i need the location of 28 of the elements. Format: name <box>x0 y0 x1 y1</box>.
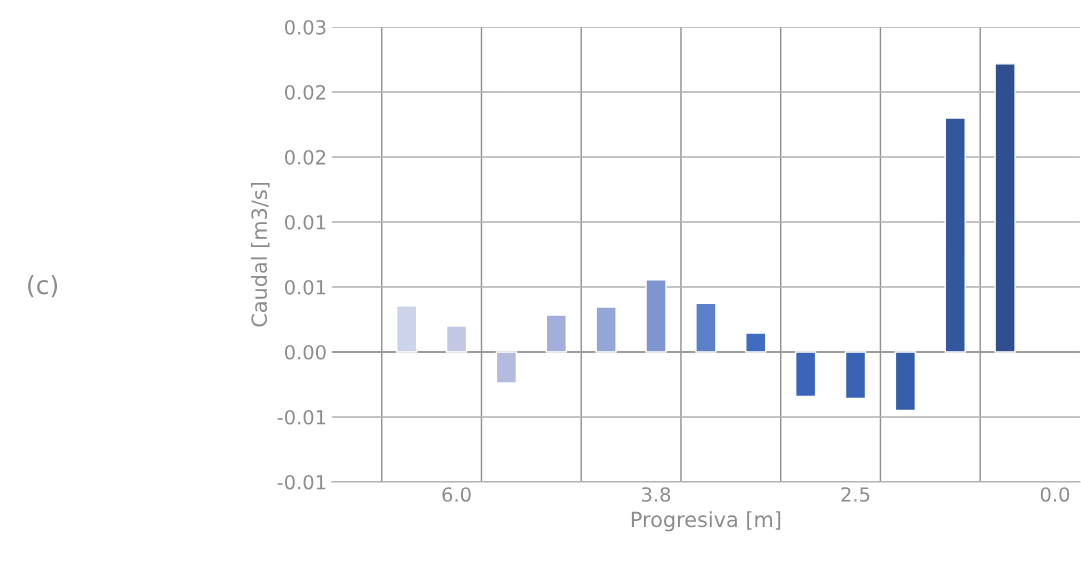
y-axis-title: Caudal [m3/s] <box>250 182 270 327</box>
x-tick-label: 0.0 <box>1040 487 1070 502</box>
x-axis-title: Progresiva [m] <box>631 511 781 532</box>
bar <box>396 305 418 353</box>
bar <box>844 351 867 400</box>
y-tick-label: 0.01 <box>284 279 326 295</box>
y-tick-label: 0.03 <box>284 19 326 35</box>
x-tick-label: 2.5 <box>841 487 870 502</box>
bar <box>894 351 917 412</box>
bar <box>545 314 567 353</box>
bar <box>695 302 717 353</box>
bar <box>944 117 966 353</box>
bar <box>794 351 817 398</box>
y-tick-label: 0.02 <box>284 84 326 100</box>
x-tick-label: 6.0 <box>442 487 471 502</box>
bar <box>645 279 667 353</box>
y-tick-label: 0.01 <box>284 214 326 230</box>
text: (c) <box>28 275 58 298</box>
y-tick-label: 0.00 <box>284 344 326 360</box>
y-tick-label: -0.01 <box>277 409 326 425</box>
bar <box>495 351 518 384</box>
bar <box>445 325 468 353</box>
bar <box>595 306 617 353</box>
bar <box>745 332 767 353</box>
x-tick-label: 3.8 <box>642 487 671 502</box>
bar <box>994 63 1016 353</box>
y-tick-label: 0.02 <box>284 149 326 165</box>
y-tick-label: -0.01 <box>277 474 326 490</box>
